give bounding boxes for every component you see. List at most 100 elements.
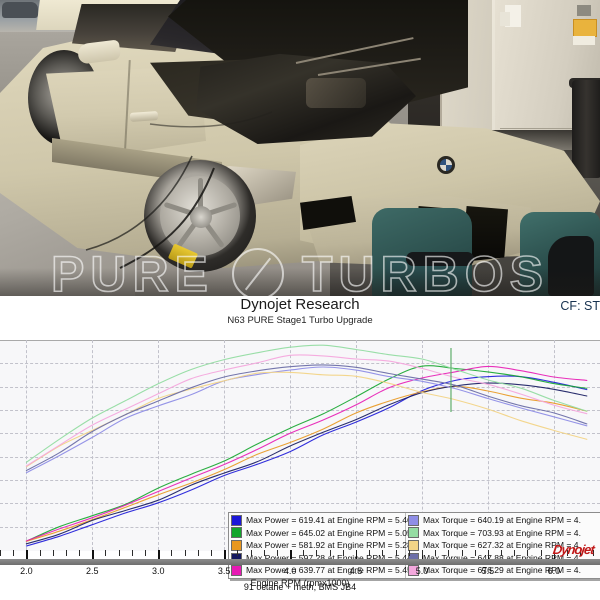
- axis-tick-minor: [237, 550, 239, 556]
- axis-tick-major: [290, 550, 292, 559]
- axis-tick-label: 5.5: [481, 566, 495, 576]
- curve-power: [25, 365, 588, 542]
- trash-can: [572, 80, 600, 178]
- warning-sticker-2: [573, 36, 595, 45]
- axis-tick-minor: [263, 550, 265, 556]
- axis-tick-major: [92, 550, 94, 559]
- shop-chair-armrest: [406, 252, 474, 266]
- legend-label: Max Torque = 676.29 at Engine RPM = 4.: [423, 565, 581, 576]
- gridline-vertical: [487, 340, 489, 550]
- curve-power: [25, 385, 588, 542]
- axis-tick-minor: [52, 550, 54, 556]
- axis-tick-minor: [514, 550, 516, 556]
- legend-row: Max Torque = 627.32 at Engine RPM = 4.: [406, 539, 600, 552]
- dyno-graph: Dynojet Research N63 PURE Stage1 Turbo U…: [0, 296, 600, 600]
- axis-tick-label: 2.5: [86, 566, 99, 576]
- axis-tick-minor: [0, 550, 1, 556]
- axis-tick-minor: [487, 550, 489, 556]
- x-axis-title: Engine RPM (rpmx1000): [250, 578, 350, 588]
- foreground-shadow: [0, 268, 600, 300]
- axis-tick-minor: [276, 550, 278, 556]
- axis-tick-minor: [369, 550, 371, 556]
- axis-tick-major: [356, 550, 358, 559]
- dyno-curves: [25, 344, 588, 547]
- axis-tick-minor: [435, 550, 437, 556]
- gridline-vertical: [421, 340, 423, 550]
- legend-label: Max Torque = 627.32 at Engine RPM = 4.: [423, 540, 581, 551]
- axis-tick-minor: [395, 550, 397, 556]
- axis-tick-major: [224, 550, 226, 559]
- axis-tick-minor: [105, 550, 107, 556]
- legend-label: Max Torque = 640.19 at Engine RPM = 4.: [423, 515, 581, 525]
- curve-torque: [25, 371, 588, 468]
- axis-tick-minor: [342, 550, 344, 556]
- axis-tick-minor: [567, 550, 569, 556]
- axis-tick-minor: [197, 550, 199, 556]
- legend-row: Max Power = 645.02 at Engine RPM = 5.05: [229, 527, 412, 540]
- curve-torque: [25, 344, 588, 463]
- legend-row: Max Power = 619.41 at Engine RPM = 5.46: [229, 514, 412, 527]
- legend-label: Max Power = 639.77 at Engine RPM = 5.45: [246, 565, 412, 576]
- panel-label-small: [500, 12, 510, 26]
- legend-label: Max Power = 645.02 at Engine RPM = 5.05: [246, 527, 412, 538]
- curve-power: [25, 365, 588, 542]
- legend-color-swatch: [231, 514, 242, 526]
- gridline-horizontal: [0, 386, 600, 388]
- chart-subtitle: N63 PURE Stage1 Turbo Upgrade: [227, 315, 373, 326]
- axis-tick-major: [26, 550, 28, 559]
- curve-torque: [25, 354, 588, 467]
- legend-label: Max Power = 619.41 at Engine RPM = 5.46: [246, 515, 412, 525]
- legend-label: Max Power = 597.28 at Engine RPM = 5.44: [246, 552, 412, 563]
- axis-tick-minor: [448, 550, 450, 556]
- chart-title: Dynojet Research: [240, 296, 360, 313]
- gridline-vertical: [553, 340, 555, 550]
- axis-tick-minor: [461, 550, 463, 556]
- chart-header: Dynojet Research N63 PURE Stage1 Turbo U…: [0, 296, 600, 340]
- axis-tick-label: 3.5: [217, 566, 231, 576]
- legend-row: Max Torque = 703.93 at Engine RPM = 4.: [406, 527, 600, 540]
- curve-power: [25, 382, 588, 545]
- gridline-horizontal: [0, 363, 600, 365]
- legend-color-swatch: [408, 527, 419, 539]
- x-axis: 2.0 2.5 3.0 3.5 4.0 4.5 5.0 5.5 6.0 Engine RPM (…: [0, 542, 600, 596]
- axis-tick-minor: [250, 550, 252, 556]
- axis-tick-label: 2.0: [20, 566, 33, 576]
- axis-tick-minor: [527, 550, 529, 556]
- legend-color-swatch: [408, 565, 419, 577]
- legend-color-swatch: [231, 539, 242, 551]
- legend-row: Max Power = 639.77 at Engine RPM = 5.45: [229, 564, 412, 577]
- axis-tick-minor: [329, 550, 331, 556]
- plot-area: Max Power = 619.41 at Engine RPM = 5.46 M…: [0, 340, 600, 579]
- gridline-vertical: [92, 340, 94, 550]
- wheel-hub: [190, 206, 212, 228]
- axis-tick-minor: [580, 550, 582, 556]
- curve-torque: [25, 366, 588, 474]
- background-car-1: [2, 2, 38, 18]
- axis-tick-minor: [303, 550, 305, 556]
- axis-tick-minor: [39, 550, 41, 556]
- dynojet-logo-icon: Dynojet: [552, 542, 596, 557]
- gridline-horizontal: [0, 503, 600, 505]
- legend-torque-column: Max Torque = 640.19 at Engine RPM = 4. Ma…: [406, 513, 600, 578]
- correction-factor-label: CF: ST: [560, 299, 600, 313]
- gridline-vertical: [26, 340, 28, 550]
- axis-tick-minor: [501, 550, 503, 556]
- bmw-badge: [437, 156, 455, 174]
- gridline-vertical: [224, 340, 226, 550]
- axis-tick-minor: [421, 550, 423, 556]
- axis-tick-minor: [382, 550, 384, 556]
- axis-tick-minor: [65, 550, 67, 556]
- gridline-vertical: [290, 340, 292, 550]
- axis-tick-label: 3.0: [151, 566, 165, 576]
- axis-tick-label: 5.0: [415, 566, 429, 576]
- gridline-vertical: [158, 340, 160, 550]
- legend-label: Max Power = 581.92 at Engine RPM = 5.28: [246, 540, 412, 551]
- axis-tick-minor: [408, 550, 410, 556]
- axis-tick-minor: [118, 550, 120, 556]
- chart-legend: Max Power = 619.41 at Engine RPM = 5.46 M…: [228, 512, 600, 579]
- axis-tick-minor: [13, 550, 15, 556]
- legend-label: Max Torque = 647.88 at Engine RPM = 4.: [423, 552, 581, 563]
- legend-color-swatch: [408, 514, 419, 526]
- axis-tick-label: 6.0: [547, 566, 561, 576]
